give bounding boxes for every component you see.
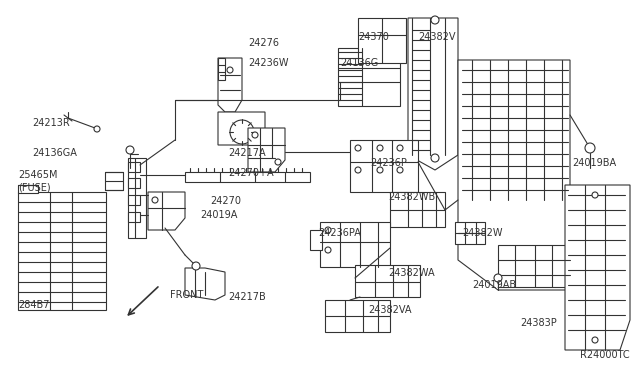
Circle shape [585,143,595,153]
Text: 24270+A: 24270+A [228,168,274,178]
Text: 24136G: 24136G [340,58,378,68]
Circle shape [431,16,439,24]
Bar [358,18,406,63]
Circle shape [192,262,200,270]
Text: 24236W: 24236W [248,58,289,68]
Circle shape [252,132,258,138]
Circle shape [152,197,158,203]
Text: 24136GA: 24136GA [32,148,77,158]
Circle shape [227,67,233,73]
Circle shape [325,247,331,253]
Circle shape [94,126,100,132]
Text: 24236P: 24236P [370,158,407,168]
Bar [18,185,38,193]
Text: 24270: 24270 [210,196,241,206]
Polygon shape [248,128,285,172]
Bar [455,222,485,244]
Bar [128,158,146,238]
Text: (FUSE): (FUSE) [18,182,51,192]
Text: 24019BA: 24019BA [572,158,616,168]
Bar [390,192,445,227]
Circle shape [592,337,598,343]
Circle shape [397,167,403,173]
Bar [105,172,123,190]
Bar [498,245,570,287]
Text: FRONT: FRONT [170,290,204,300]
Circle shape [355,167,361,173]
Bar [128,212,140,222]
Circle shape [126,146,134,154]
Polygon shape [458,60,570,290]
Text: R24000TC: R24000TC [580,350,630,360]
Text: 24276: 24276 [248,38,279,48]
Circle shape [377,167,383,173]
Polygon shape [218,58,242,112]
Polygon shape [185,172,310,182]
Text: 24213R: 24213R [32,118,70,128]
Circle shape [230,120,254,144]
Bar [325,300,390,332]
Text: 24019AB: 24019AB [472,280,516,290]
Circle shape [275,159,281,165]
Polygon shape [565,185,630,350]
Text: 24217A: 24217A [228,148,266,158]
Text: 24382WB: 24382WB [388,192,435,202]
Text: 24382WA: 24382WA [388,268,435,278]
Bar [355,265,420,297]
Bar [18,192,106,310]
Text: 25465M: 25465M [18,170,58,180]
Bar [320,222,390,267]
Circle shape [592,192,598,198]
Polygon shape [185,268,225,300]
Text: 24236PA: 24236PA [318,228,361,238]
Text: 24383P: 24383P [520,318,557,328]
Bar [350,140,418,192]
Circle shape [431,154,439,162]
Circle shape [355,145,361,151]
Circle shape [325,227,331,233]
Text: 24217B: 24217B [228,292,266,302]
Bar [310,230,322,250]
Bar [128,178,140,188]
Polygon shape [218,58,225,80]
Text: 24019A: 24019A [200,210,237,220]
Text: 24382VA: 24382VA [368,305,412,315]
Text: 24370: 24370 [358,32,389,42]
Text: 284B7: 284B7 [18,300,49,310]
Polygon shape [148,192,185,230]
Circle shape [494,274,502,282]
Polygon shape [218,112,265,145]
Text: 24382W: 24382W [462,228,502,238]
Circle shape [397,145,403,151]
Bar [338,48,400,106]
Text: 24382V: 24382V [418,32,456,42]
Bar [128,195,140,205]
Circle shape [377,145,383,151]
Bar [128,162,140,172]
Polygon shape [408,18,458,170]
